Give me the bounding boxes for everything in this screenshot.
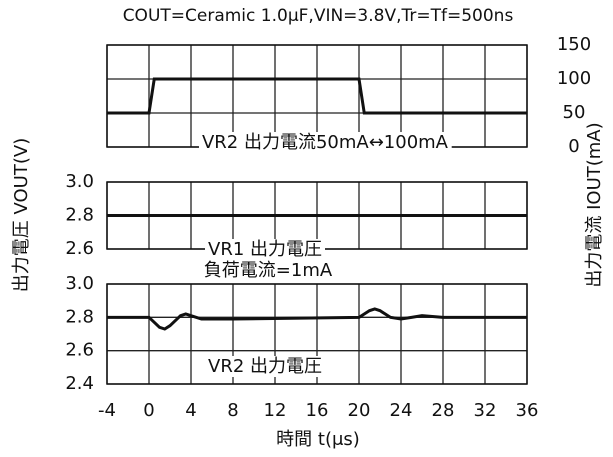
- x-axis-label: 時間 t(μs): [276, 429, 360, 450]
- x-tick-label: 28: [432, 400, 455, 421]
- y2-tick-label: 100: [557, 68, 591, 89]
- annotation: VR2 出力電圧: [208, 356, 322, 377]
- annotation-background: [200, 260, 336, 281]
- x-tick-label: 32: [474, 400, 497, 421]
- y-tick-label: 2.4: [65, 373, 94, 394]
- y-tick-label: 2.6: [65, 340, 94, 361]
- x-tick-label: 0: [143, 400, 154, 421]
- x-tick-label: 12: [264, 400, 287, 421]
- plot-frame: [106, 283, 528, 385]
- y2-tick-label: 50: [563, 102, 586, 123]
- annotation: VR2 出力電流50mA↔100mA: [202, 132, 449, 153]
- data-line: [107, 307, 527, 331]
- y-tick-label: 3.0: [65, 273, 94, 294]
- annotation-background: [205, 356, 325, 377]
- annotation: 負荷電流=1mA: [204, 260, 333, 281]
- y-axis-label: 出力電圧 VOUT(V): [11, 138, 32, 292]
- y2-tick-label: 150: [557, 34, 591, 55]
- y-tick-label: 2.6: [65, 238, 94, 259]
- chart-title: COUT=Ceramic 1.0μF,VIN=3.8V,Tr=Tf=500ns: [123, 6, 514, 26]
- y2-axis-label: 出力電流 IOUT(mA): [584, 122, 605, 287]
- y-tick-label: 2.8: [65, 306, 94, 327]
- x-tick-label: 24: [390, 400, 413, 421]
- y-tick-label: 3.0: [65, 171, 94, 192]
- annotation: VR1 出力電圧: [208, 239, 322, 260]
- annotation-background: [198, 132, 452, 153]
- x-tick-label: 8: [227, 400, 238, 421]
- x-tick-label: -4: [98, 400, 116, 421]
- y-tick-label: 2.8: [65, 205, 94, 226]
- x-tick-label: 36: [516, 400, 539, 421]
- x-tick-label: 4: [185, 400, 196, 421]
- y2-tick-label: 0: [568, 136, 579, 157]
- x-tick-label: 20: [348, 400, 371, 421]
- data-line: [107, 77, 527, 115]
- x-tick-label: 16: [306, 400, 329, 421]
- annotation-background: [205, 239, 325, 260]
